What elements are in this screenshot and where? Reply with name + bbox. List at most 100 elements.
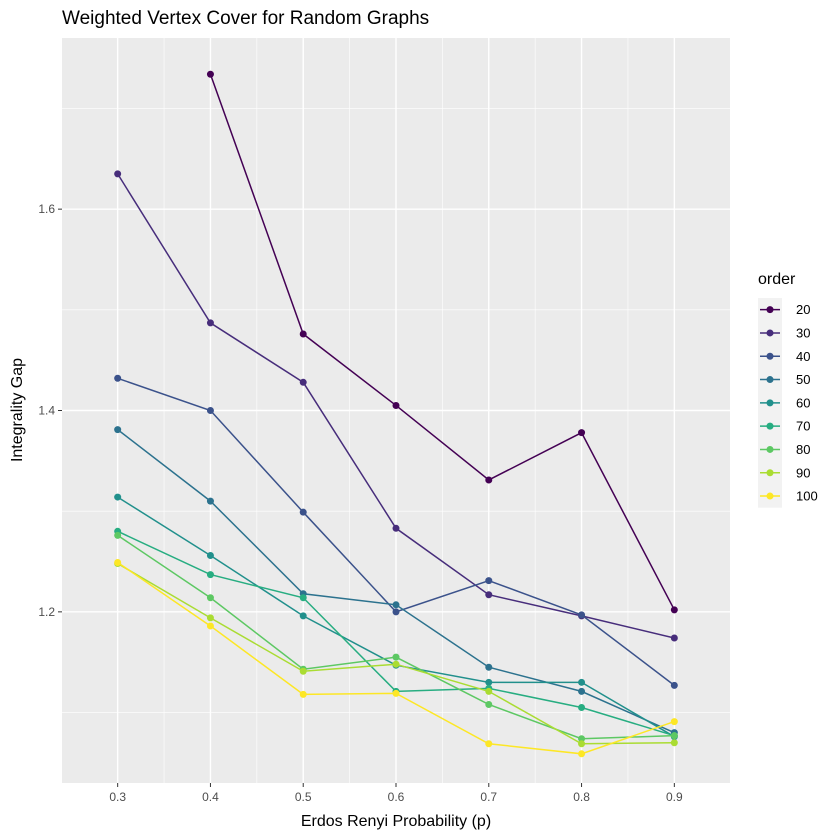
series-80	[114, 531, 678, 743]
series-20	[206, 70, 678, 614]
y-tick-label: 1.2	[38, 605, 55, 619]
data-point	[206, 407, 214, 414]
y-tick-label: 1.4	[38, 404, 55, 418]
data-point	[206, 497, 214, 505]
series-90	[114, 560, 678, 748]
data-point	[392, 601, 400, 609]
data-point	[578, 678, 586, 686]
legend-key-point	[766, 469, 774, 477]
data-point	[670, 606, 678, 614]
x-axis-title: Erdos Renyi Probability (p)	[301, 813, 491, 830]
series-layer	[114, 70, 678, 758]
data-point	[206, 551, 214, 559]
y-tick-label: 1.6	[38, 202, 55, 216]
data-point	[392, 524, 400, 532]
x-tick-label: 0.4	[202, 790, 219, 804]
series-line-20	[209, 73, 675, 611]
legend-key-point	[766, 329, 774, 337]
legend-key-point	[766, 399, 774, 407]
legend-label: 100	[796, 489, 818, 504]
x-axis-ticks: 0.3 0.4 0.5 0.6 0.7 0.8 0.9	[109, 783, 683, 804]
legend-item-60: 60	[760, 395, 810, 410]
x-tick-label: 0.7	[480, 790, 497, 804]
data-point	[206, 571, 214, 579]
data-point	[206, 614, 214, 622]
data-point	[670, 681, 678, 689]
legend-item-20: 20	[760, 302, 810, 317]
legend: order 20 30 40 50 60 70 80 90 100	[758, 271, 818, 508]
data-point	[114, 531, 122, 539]
data-point	[485, 476, 493, 484]
legend-key-point	[766, 422, 774, 430]
legend-title: order	[758, 271, 796, 288]
legend-item-30: 30	[760, 325, 810, 340]
data-point	[114, 170, 122, 178]
data-point	[299, 612, 307, 620]
x-tick-label: 0.6	[388, 790, 405, 804]
data-point	[114, 374, 122, 382]
legend-items: 20 30 40 50 60 70 80 90 100	[758, 298, 818, 508]
y-axis-ticks: 1.2 1.4 1.6	[38, 202, 62, 619]
data-point	[578, 740, 586, 748]
data-point	[485, 740, 493, 748]
data-point	[206, 594, 214, 602]
legend-item-80: 80	[760, 442, 810, 457]
x-tick-label: 0.5	[295, 790, 312, 804]
data-point	[114, 426, 122, 434]
data-point	[578, 703, 586, 711]
legend-item-100: 100	[760, 489, 818, 504]
data-point	[578, 429, 586, 437]
chart-title: Weighted Vertex Cover for Random Graphs	[62, 8, 429, 29]
x-tick-label: 0.8	[573, 790, 590, 804]
data-point	[392, 401, 400, 409]
data-point	[114, 493, 122, 501]
legend-label: 40	[796, 349, 810, 364]
legend-label: 80	[796, 442, 810, 457]
legend-item-50: 50	[760, 372, 810, 387]
data-point	[299, 378, 307, 386]
data-point	[392, 608, 400, 616]
data-point	[485, 577, 493, 585]
legend-label: 70	[796, 419, 810, 434]
legend-label: 90	[796, 465, 810, 480]
y-axis-title: Integrality Gap	[9, 358, 26, 462]
x-tick-label: 0.9	[666, 790, 683, 804]
data-point	[392, 653, 400, 661]
data-point	[206, 622, 214, 630]
data-point	[670, 732, 678, 740]
series-40	[114, 374, 678, 689]
legend-label: 50	[796, 372, 810, 387]
legend-key-point	[766, 492, 774, 500]
legend-label: 60	[796, 395, 810, 410]
legend-label: 30	[796, 325, 810, 340]
data-point	[485, 687, 493, 695]
data-point	[670, 739, 678, 747]
data-point	[114, 559, 122, 567]
legend-item-70: 70	[760, 419, 810, 434]
legend-item-40: 40	[760, 349, 810, 364]
data-point	[206, 319, 214, 327]
data-point	[299, 667, 307, 675]
data-point	[299, 330, 307, 338]
data-point	[670, 634, 678, 642]
legend-key-point	[766, 445, 774, 453]
data-point	[392, 660, 400, 668]
data-point	[299, 594, 307, 602]
data-point	[578, 687, 586, 695]
series-100	[114, 559, 678, 758]
data-point	[670, 718, 678, 726]
legend-key-point	[766, 352, 774, 360]
data-point	[578, 750, 586, 758]
data-point	[485, 591, 493, 599]
legend-key-point	[766, 376, 774, 384]
data-point	[299, 690, 307, 698]
legend-label: 20	[796, 302, 810, 317]
data-point	[485, 663, 493, 671]
data-point	[578, 735, 586, 743]
data-point	[392, 689, 400, 697]
data-point	[485, 678, 493, 686]
legend-item-90: 90	[760, 465, 810, 480]
x-tick-label: 0.3	[109, 790, 126, 804]
data-point	[485, 700, 493, 708]
